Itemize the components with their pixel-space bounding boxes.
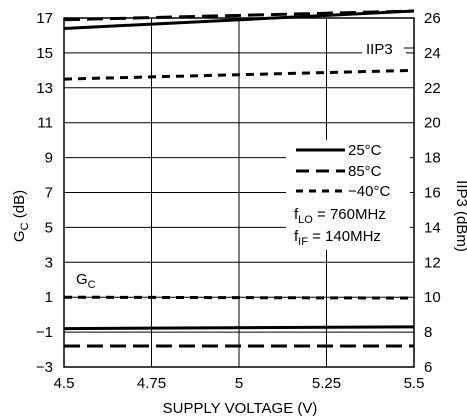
y-right-tick-label: 6 [424,359,432,376]
y-right-tick-label: 24 [424,45,441,62]
plot-border [63,17,415,368]
y-axis-right-label: IIP3 (dBm) [453,180,467,252]
y-right-tick-label: 16 [424,185,441,202]
y-axis-left-label-sub: C [19,222,31,230]
iip3-annotation-background [362,38,406,58]
y-left-tick-label: 9 [45,150,53,167]
y-right-tick-label: 26 [424,10,441,27]
gc-annotation: GC [76,271,96,291]
y-axis-left-label-unit: (dB) [11,190,28,223]
series-line-left-shortdash [63,295,415,300]
y-left-tick-label: 5 [45,219,53,236]
x-tick-label: 4.5 [54,375,75,392]
x-tick-label: 5.25 [312,375,341,392]
legend-label-85c: 85°C [348,163,382,180]
y-left-tick-label: 15 [36,45,53,62]
iip3-annotation: IIP3 [366,41,393,58]
legend-label-25c: 25°C [348,142,382,159]
x-tick-label: 5 [235,375,243,392]
y-left-tick-label: 11 [37,115,53,132]
x-tick-label: 4.75 [137,375,166,392]
y-left-tick-label: 13 [36,80,53,97]
y-left-tick-label: −1 [36,324,53,341]
y-right-tick-label: 14 [424,219,441,236]
tick-labels: 4.5 4.75 5 5.25 5.5 17 15 13 11 9 7 5 3 1 −1 −3 26 24 22 20… [36,10,441,392]
x-tick-label: 5.5 [404,375,425,392]
y-right-tick-label: 18 [424,150,441,167]
series-line-left-solid [63,325,415,331]
y-axis-left-label-base: G [11,230,28,242]
y-right-tick-label: 12 [424,254,441,271]
y-left-tick-label: 3 [45,254,53,271]
y-left-tick-label: 7 [45,185,53,202]
y-left-tick-label: 1 [45,289,53,306]
y-right-tick-label: 22 [424,80,441,97]
y-axis-left-label: GC (dB) [11,190,31,242]
y-right-tick-label: 8 [424,324,432,341]
plot-frame [63,17,415,368]
legend-label-minus40c: −40°C [348,183,390,200]
legend-background [286,140,410,250]
x-axis-label: SUPPLY VOLTAGE (V) [163,400,318,417]
y-right-tick-label: 10 [424,289,441,306]
legend: 25°C 85°C −40°C fLO = 760MHz fIF = 140MH… [286,140,410,250]
y-right-tick-label: 20 [424,115,441,132]
y-left-tick-label: −3 [36,359,53,376]
condition-flo: fLO = 760MHz [294,206,386,226]
series-line-right-shortdash [63,68,415,81]
gc-annotation-background [74,266,102,288]
condition-fif: fIF = 140MHz [294,228,381,248]
y-left-tick-label: 17 [36,10,53,27]
